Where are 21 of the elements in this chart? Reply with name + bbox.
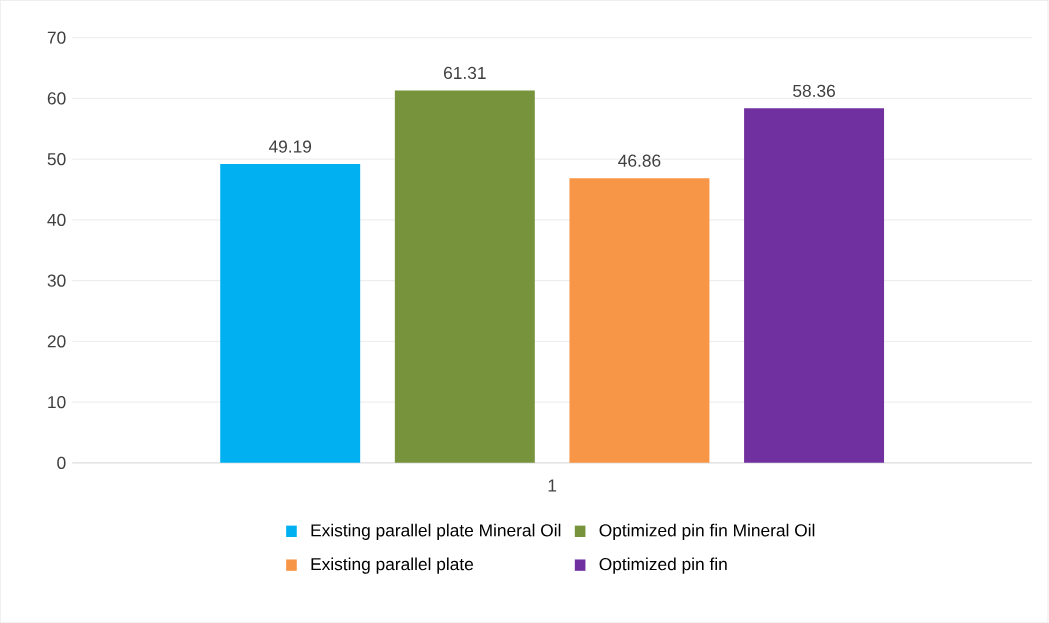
- data-label: 58.36: [793, 84, 835, 97]
- data-label: 61.31: [444, 66, 486, 80]
- y-tick-label: 20: [47, 335, 66, 348]
- bar: [220, 164, 361, 463]
- legend-label: Optimized pin fin Mineral Oil: [599, 523, 815, 540]
- y-tick-label: 60: [47, 92, 66, 105]
- data-label: 49.19: [268, 140, 312, 153]
- data-label: 46.86: [618, 154, 661, 167]
- y-tick-label: 10: [48, 395, 66, 409]
- y-tick-label: 0: [57, 456, 66, 469]
- bar: [569, 178, 710, 463]
- y-tick-label: 70: [47, 31, 66, 44]
- legend-label: Existing parallel plate: [311, 557, 474, 574]
- y-tick-label: 30: [47, 274, 66, 287]
- y-tick-label: 50: [47, 152, 66, 166]
- legend-label: Existing parallel plate Mineral Oil: [311, 523, 561, 540]
- legend-label: Optimized pin fin: [599, 557, 727, 574]
- x-tick-label: 1: [548, 479, 557, 492]
- y-tick-label: 40: [47, 213, 66, 226]
- bar: [394, 90, 535, 463]
- bar: [744, 108, 885, 463]
